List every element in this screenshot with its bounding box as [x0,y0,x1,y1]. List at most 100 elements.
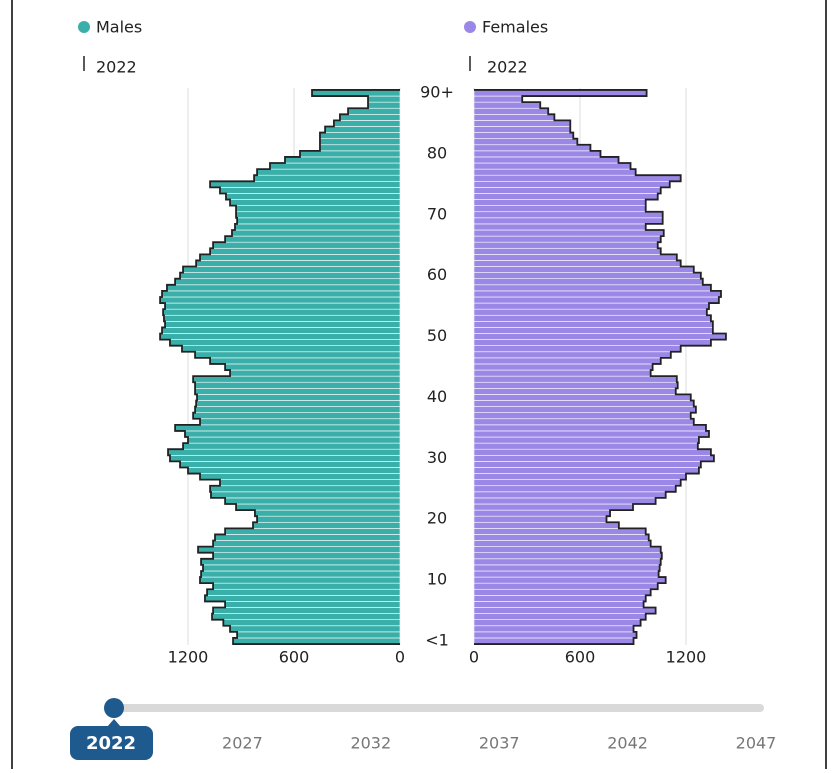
bar [219,187,401,194]
bar [234,223,401,231]
bar [223,619,401,627]
slider-tick-label[interactable]: 2037 [479,734,520,753]
bar [166,284,401,292]
bar [229,369,401,377]
bar [202,564,401,572]
y-tick-label: 50 [427,326,447,345]
bar [473,314,712,322]
bar [204,595,401,602]
bar [473,515,607,523]
bar [199,576,401,584]
bar [197,546,401,554]
bar [473,491,666,499]
bar [473,308,708,316]
bar [235,503,401,511]
y-tick-label: 10 [427,570,447,589]
bar [473,601,644,608]
bar [473,582,659,590]
y-tick-label: 60 [427,265,447,284]
bar [473,296,720,304]
bar [194,388,401,395]
bar [473,436,700,444]
bar [212,552,401,560]
bar [182,442,401,450]
bar [473,333,727,340]
bar [179,272,401,280]
bar [473,321,714,328]
bar [473,278,704,286]
bar [473,369,651,377]
bar [473,162,631,170]
bar [473,120,571,127]
bar [473,211,663,219]
bar [473,217,663,225]
bar [232,637,401,645]
bar [169,339,401,346]
bar [196,394,401,401]
bar [164,321,401,328]
bar [159,296,401,304]
bar [333,120,401,127]
slider-tick-label[interactable]: 2042 [607,734,648,753]
bar [236,631,401,639]
bar [254,509,401,517]
bar [473,168,636,176]
bar [473,588,651,596]
bar [253,174,401,182]
bar [473,509,611,517]
bar [473,564,660,572]
y-tick-label: 90+ [420,83,454,102]
legend-year: 2022 [487,58,528,77]
bar [473,107,549,115]
y-tick-label: 20 [427,509,447,528]
bar [212,540,401,547]
bar [211,613,401,620]
bar [473,454,715,462]
y-tick-label: 40 [427,387,447,406]
slider-tick-label[interactable]: 2047 [736,734,777,753]
bar [339,114,401,121]
bar [473,552,663,560]
bar [319,132,401,139]
bar [473,241,659,249]
slider-tick-label[interactable]: 2027 [222,734,263,753]
bar [473,418,695,426]
bar [473,345,681,353]
bar [473,156,619,164]
x-tick-label: 0 [395,648,405,667]
bar [473,461,702,468]
bar [473,272,702,280]
bar [473,187,662,194]
slider-knob[interactable] [104,698,124,718]
slider-badge [70,726,153,760]
bar [473,406,697,413]
bar [161,327,401,334]
bar [195,260,401,267]
bar [473,540,651,547]
bar [159,333,401,340]
bar [214,534,401,541]
bar [299,150,401,158]
bar [473,254,678,261]
bar [192,412,401,420]
bar [473,442,699,450]
bar [473,199,647,206]
bar [167,448,401,456]
bar [256,168,401,176]
bar [236,217,401,225]
slider-value: 2022 [86,733,136,754]
bar [225,193,401,200]
bar [473,193,659,200]
bar [473,174,681,182]
outline [474,89,727,645]
bar [209,247,401,255]
bar [231,229,401,237]
bar [473,625,634,633]
bar [473,95,523,103]
slider-tick-label[interactable]: 2032 [350,734,391,753]
bar [229,199,401,206]
bar [473,448,712,456]
bar [473,534,650,541]
bar [473,89,647,97]
bar [473,388,677,395]
